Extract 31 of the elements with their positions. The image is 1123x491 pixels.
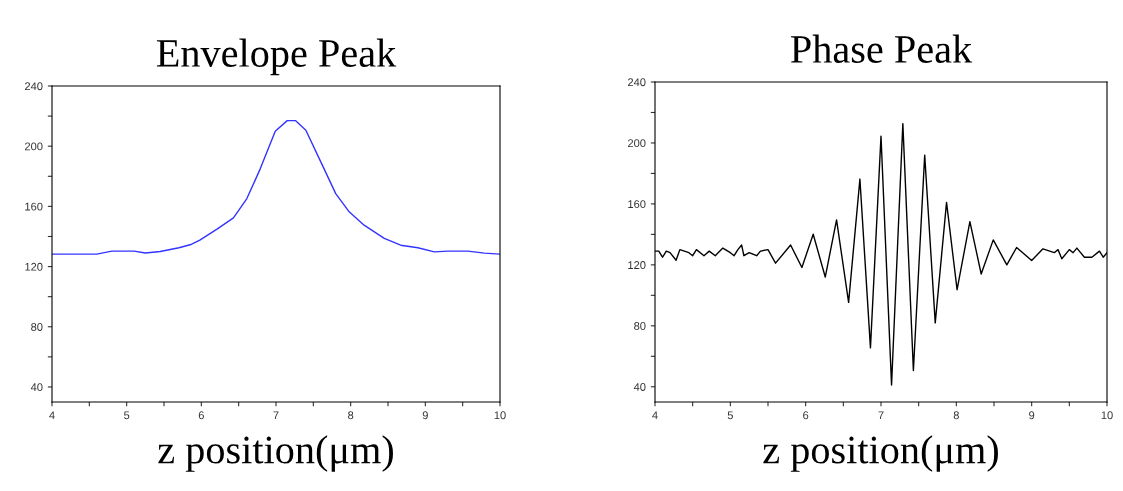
x-tick-label: 4 xyxy=(652,411,658,420)
x-tick-label: 6 xyxy=(198,411,204,420)
x-tick-label: 10 xyxy=(1101,411,1113,420)
y-tick-label: 40 xyxy=(30,383,43,392)
chart-title: Phase Peak xyxy=(790,34,973,63)
x-axis-title: z position(μm) xyxy=(158,435,393,472)
x-tick-label: 6 xyxy=(803,411,809,420)
x-tick-label: 9 xyxy=(422,411,428,420)
y-tick-label: 120 xyxy=(628,261,646,269)
y-tick-label: 80 xyxy=(31,323,43,331)
y-tick-label: 240 xyxy=(24,82,43,91)
y-tick-label: 240 xyxy=(627,78,646,87)
y-tick-label: 40 xyxy=(633,383,646,391)
y-tick-label: 120 xyxy=(25,262,43,271)
y-tick-label: 200 xyxy=(627,139,646,148)
x-tick-label: 4 xyxy=(49,411,55,420)
y-tick-label: 160 xyxy=(628,200,646,209)
x-tick-label: 5 xyxy=(727,411,733,420)
x-tick-label: 5 xyxy=(124,411,130,420)
y-tick-label: 80 xyxy=(634,322,646,330)
chart-title: Envelope Peak xyxy=(156,38,397,76)
x-tick-label: 10 xyxy=(494,411,506,420)
x-tick-label: 7 xyxy=(273,411,279,420)
x-tick-label: 8 xyxy=(953,411,959,420)
y-tick-label: 160 xyxy=(25,202,43,211)
x-tick-label: 8 xyxy=(348,411,354,420)
y-tick-label: 200 xyxy=(24,142,43,151)
x-axis-title: z position(μm) xyxy=(763,435,998,472)
line-series xyxy=(52,119,500,255)
x-tick-label: 9 xyxy=(1029,411,1035,420)
x-tick-label: 7 xyxy=(878,411,884,420)
